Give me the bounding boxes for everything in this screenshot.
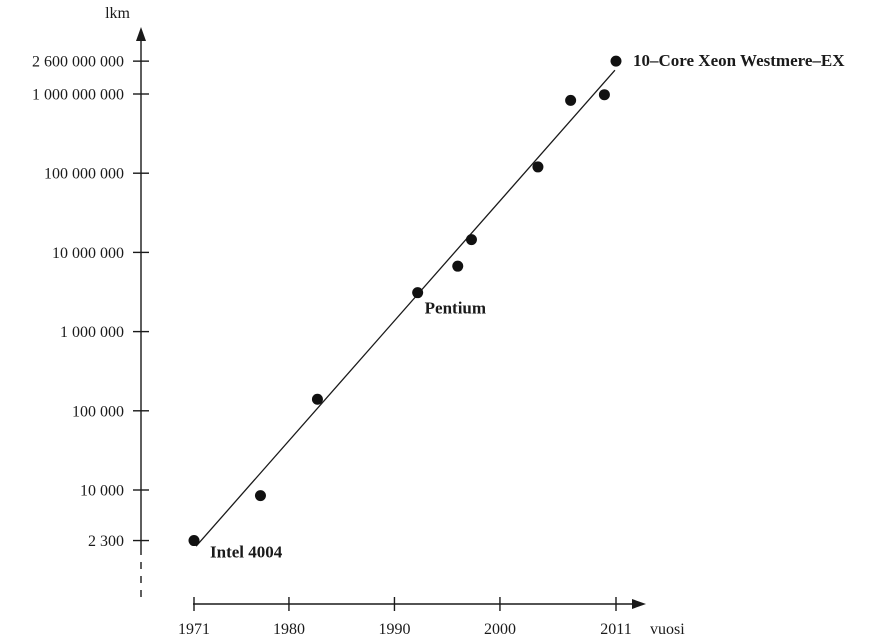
x-tick-label: 2011 [600, 621, 631, 637]
y-tick-label: 2 600 000 000 [32, 54, 124, 71]
y-tick-label: 1 000 000 [60, 324, 124, 341]
axes: lkm vuosi [105, 5, 685, 637]
data-point [598, 89, 610, 101]
data-point [412, 287, 424, 299]
x-ticks: 1971 1980 1990 2000 2011 [178, 597, 632, 637]
x-tick-label: 1980 [273, 621, 305, 637]
annotation-10-core-xeon-westmere-ex: 10–Core Xeon Westmere–EX [633, 51, 845, 70]
data-points [188, 55, 622, 547]
annotation-pentium: Pentium [425, 299, 486, 318]
y-tick-label: 1 000 000 000 [32, 87, 124, 104]
y-tick-label: 100 000 000 [44, 166, 124, 183]
data-point [452, 260, 464, 272]
data-point [610, 55, 622, 67]
y-tick-label: 10 000 [80, 483, 124, 500]
data-point [532, 161, 544, 173]
trend-line [195, 69, 616, 547]
y-ticks: 2 300 10 000 100 000 1 000 000 10 000 000 100… [32, 54, 149, 550]
annotation-intel-4004: Intel 4004 [210, 543, 283, 562]
x-axis-label: vuosi [650, 621, 685, 637]
y-tick-label: 100 000 [72, 403, 124, 420]
data-point [565, 94, 577, 106]
data-point [465, 234, 477, 246]
y-tick-label: 2 300 [88, 533, 124, 550]
y-tick-label: 10 000 000 [52, 245, 124, 262]
x-axis-arrow [632, 599, 646, 609]
data-point [311, 393, 323, 405]
annotations: Intel 4004 Pentium 10–Core Xeon Westmere–E… [210, 51, 845, 561]
x-tick-label: 1971 [178, 621, 210, 637]
trendline-group [195, 69, 616, 547]
data-point [188, 535, 200, 547]
y-axis-label: lkm [105, 5, 130, 22]
x-tick-label: 1990 [378, 621, 410, 637]
x-tick-label: 2000 [484, 621, 516, 637]
y-axis-arrow [136, 27, 146, 41]
data-point [254, 490, 266, 502]
